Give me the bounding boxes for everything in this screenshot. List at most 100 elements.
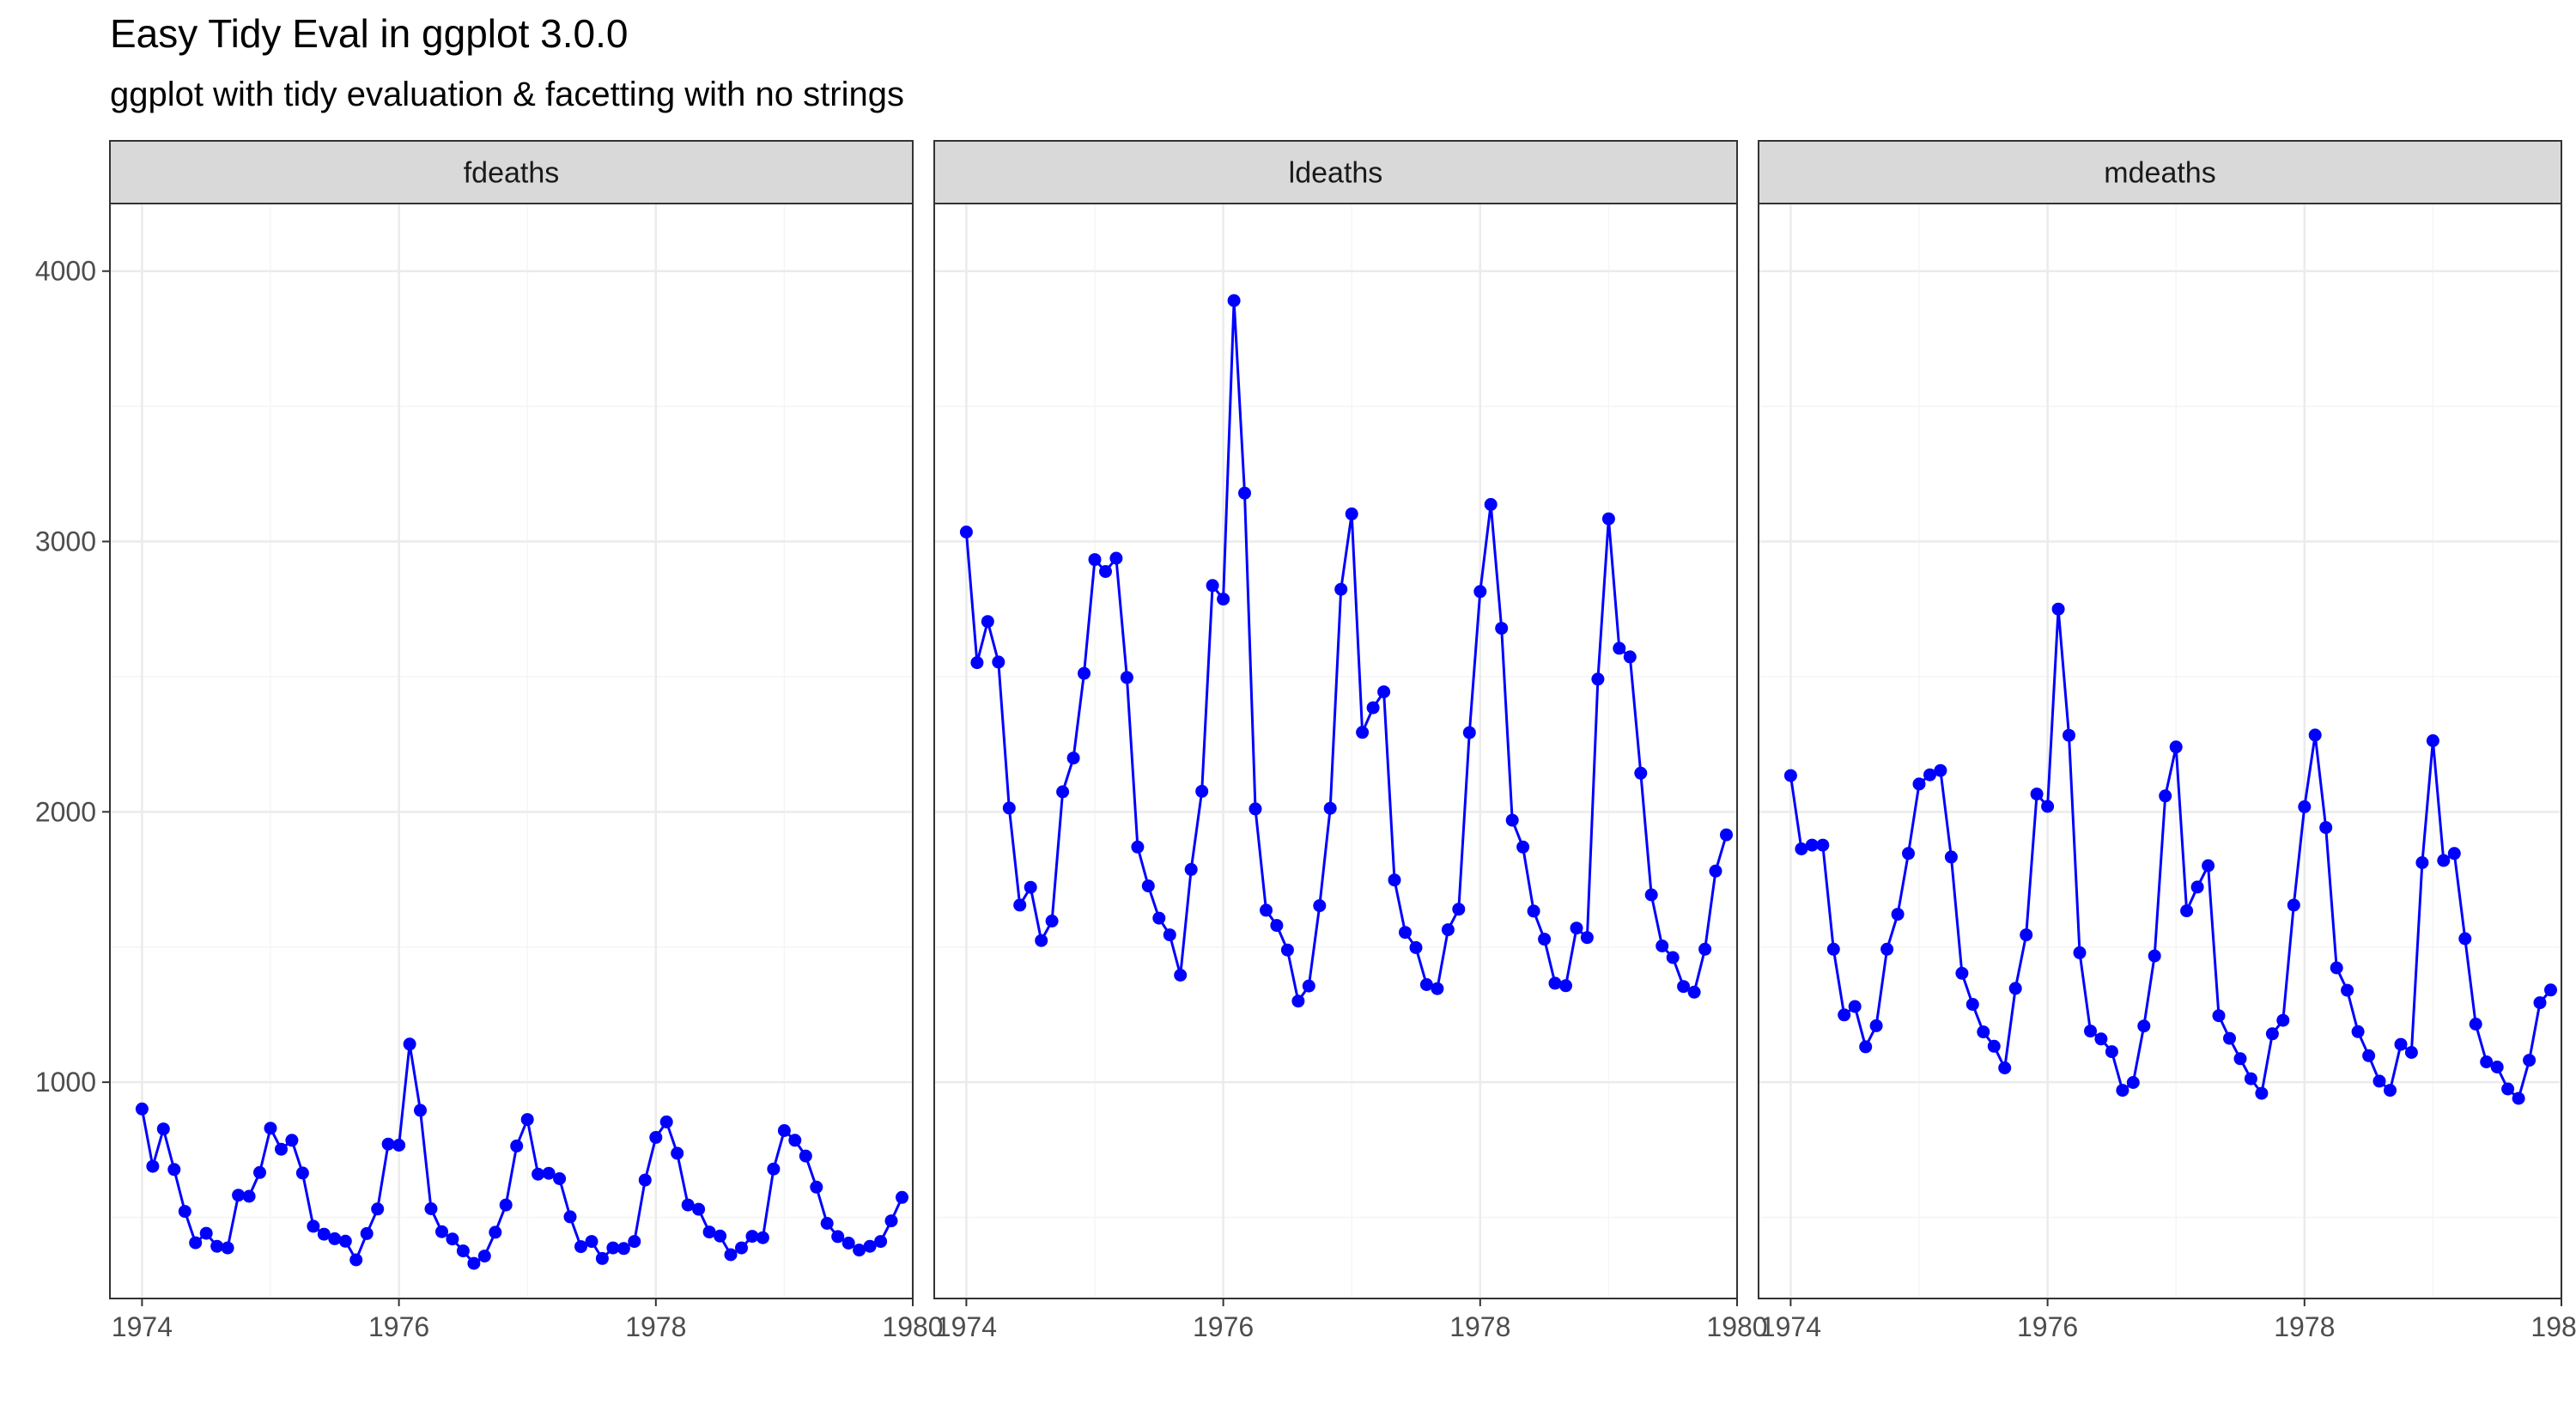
- series-line-fdeaths: [140, 1043, 903, 1266]
- data-point: [756, 1231, 769, 1244]
- data-point: [1313, 899, 1327, 913]
- data-point: [532, 1167, 545, 1181]
- data-point: [1345, 507, 1358, 520]
- x-tick-label: 1976: [368, 1311, 429, 1342]
- data-point: [1217, 593, 1230, 606]
- facet-panel-fdeaths: fdeaths 1974 1976 1978 1980: [109, 140, 944, 1342]
- data-point: [1024, 880, 1037, 894]
- data-point: [2105, 1045, 2118, 1059]
- data-point: [1462, 726, 1476, 739]
- data-point: [1666, 951, 1680, 964]
- data-point: [702, 1225, 716, 1239]
- data-point: [2008, 982, 2022, 995]
- data-point: [1045, 915, 1059, 927]
- x-tick-label: 1978: [1449, 1311, 1510, 1342]
- data-point: [424, 1202, 438, 1215]
- data-point: [156, 1122, 170, 1136]
- data-point: [2202, 859, 2215, 873]
- data-point: [2501, 1082, 2515, 1096]
- data-point: [671, 1146, 684, 1160]
- data-point: [1078, 666, 1091, 680]
- data-point: [1634, 766, 1648, 780]
- data-point: [1538, 933, 1552, 946]
- data-point: [1505, 813, 1519, 827]
- x-tick-label: 1974: [936, 1311, 997, 1342]
- data-point: [371, 1202, 385, 1216]
- y-tick-label: 1000: [35, 1067, 96, 1098]
- data-point: [724, 1248, 738, 1262]
- data-point: [2330, 961, 2343, 975]
- data-point: [1495, 622, 1509, 636]
- data-point: [1431, 982, 1444, 995]
- data-point: [992, 655, 1005, 669]
- data-point: [799, 1149, 812, 1163]
- data-point: [2298, 800, 2312, 813]
- data-point: [1955, 966, 1969, 980]
- data-point: [2523, 1054, 2537, 1067]
- data-point: [777, 1124, 791, 1137]
- data-point: [553, 1172, 567, 1185]
- data-point: [1473, 585, 1487, 599]
- data-point: [1848, 1000, 1862, 1013]
- data-point: [2126, 1076, 2140, 1089]
- data-point: [1891, 908, 1905, 921]
- data-point: [2469, 1018, 2482, 1031]
- data-point: [2544, 983, 2557, 997]
- data-point: [2437, 854, 2451, 867]
- data-point: [1227, 294, 1241, 307]
- y-tick-label: 4000: [35, 256, 96, 287]
- facet-panel-mdeaths: mdeaths 1974 1976 1978 1980: [1758, 140, 2576, 1342]
- facet-panel-ldeaths: ldeaths 1974 1976 1978 1980: [933, 140, 1768, 1342]
- data-point: [1656, 940, 1669, 952]
- data-point: [745, 1230, 759, 1244]
- data-point: [2319, 821, 2333, 835]
- y-tick-label: 3000: [35, 526, 96, 557]
- data-point: [328, 1232, 342, 1245]
- data-point: [1698, 942, 1712, 956]
- data-point: [210, 1239, 224, 1253]
- data-point: [510, 1139, 524, 1152]
- data-point: [2137, 1019, 2151, 1033]
- x-tick-label: 1978: [2274, 1311, 2335, 1342]
- data-point: [1270, 919, 1284, 933]
- data-point: [1623, 650, 1637, 664]
- data-point: [1002, 801, 1016, 815]
- data-point: [1613, 642, 1626, 655]
- data-point: [2308, 728, 2322, 742]
- data-point: [1441, 923, 1455, 937]
- data-point: [360, 1226, 374, 1240]
- data-point: [810, 1180, 823, 1194]
- data-point: [2447, 847, 2461, 861]
- data-point: [264, 1122, 277, 1135]
- data-point: [1120, 671, 1133, 684]
- data-point: [2073, 946, 2087, 959]
- series-line-mdeaths: [1789, 609, 2552, 1101]
- data-point: [1944, 850, 1958, 864]
- data-point: [820, 1217, 834, 1230]
- data-point: [2404, 1046, 2418, 1059]
- data-point: [167, 1163, 181, 1177]
- data-point: [2372, 1074, 2386, 1088]
- data-point: [1356, 726, 1370, 739]
- panel-border: [1758, 203, 2562, 1299]
- data-point: [2255, 1086, 2269, 1100]
- data-point: [1516, 840, 1530, 854]
- data-point: [1795, 842, 1808, 855]
- data-point: [403, 1037, 416, 1051]
- data-point: [1559, 979, 1572, 993]
- data-point: [446, 1232, 459, 1246]
- data-point: [2276, 1013, 2290, 1027]
- data-point: [1141, 879, 1155, 893]
- data-point: [2244, 1072, 2257, 1086]
- data-point: [2030, 788, 2044, 801]
- data-point: [649, 1130, 663, 1144]
- data-point: [1902, 847, 1915, 861]
- data-point: [1174, 969, 1188, 982]
- data-point: [1260, 903, 1273, 917]
- data-point: [2020, 928, 2033, 942]
- data-point: [285, 1134, 299, 1147]
- data-point: [1152, 911, 1166, 925]
- data-point: [563, 1210, 577, 1224]
- data-point: [970, 656, 984, 670]
